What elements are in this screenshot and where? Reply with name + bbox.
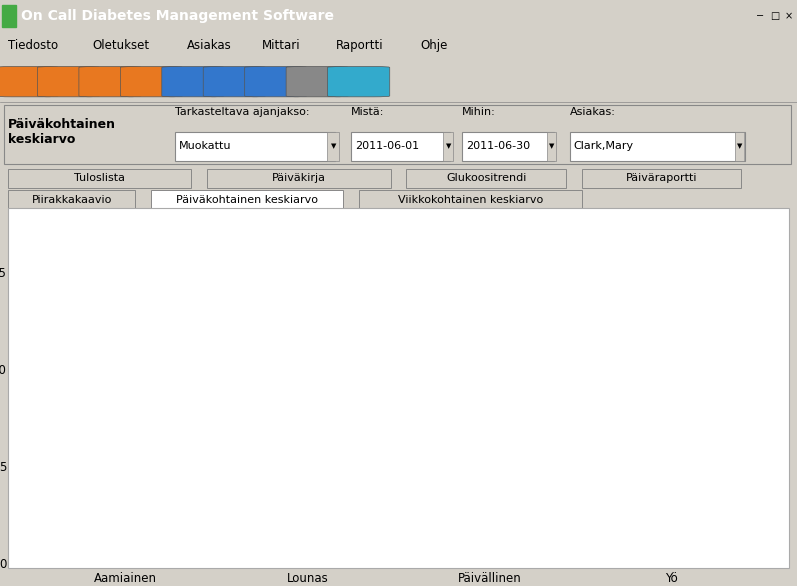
Text: 5.8: 5.8 (692, 435, 710, 448)
FancyBboxPatch shape (203, 66, 265, 97)
Text: 8.2: 8.2 (509, 389, 528, 401)
Text: Asiakas: Asiakas (186, 39, 231, 52)
FancyBboxPatch shape (37, 66, 100, 97)
Text: ×: × (784, 11, 793, 21)
Bar (443, 131, 453, 161)
Bar (672, 450, 730, 563)
Text: Clark,Mary: Clark,Mary (574, 141, 634, 151)
Text: 8.1: 8.1 (328, 390, 346, 403)
FancyBboxPatch shape (162, 66, 224, 97)
Text: 2011-06-01: 2011-06-01 (355, 141, 418, 151)
Text: Tiedosto: Tiedosto (8, 39, 58, 52)
Text: −: − (756, 11, 764, 21)
Text: Mihin:: Mihin: (462, 107, 496, 117)
Bar (547, 131, 556, 161)
Text: Oletukset: Oletukset (92, 39, 150, 52)
Text: Piirakkakaavio: Piirakkakaavio (32, 195, 112, 205)
Text: Viikkokohtainen keskiarvo: Viikkokohtainen keskiarvo (398, 195, 543, 205)
Bar (431, 444, 489, 563)
Bar (570, 131, 745, 161)
Text: □: □ (770, 11, 779, 21)
Bar (327, 131, 339, 161)
Bar (207, 169, 391, 188)
Text: 6.1: 6.1 (451, 429, 469, 442)
Text: Päiväkirja: Päiväkirja (272, 173, 326, 183)
Text: 5: 5 (92, 451, 100, 464)
Bar (175, 131, 335, 161)
FancyBboxPatch shape (245, 66, 307, 97)
FancyBboxPatch shape (328, 66, 390, 97)
Bar (489, 404, 548, 563)
Bar (782, 4, 795, 29)
FancyBboxPatch shape (0, 66, 58, 97)
Text: Glukoositrendi: Glukoositrendi (446, 173, 526, 183)
FancyBboxPatch shape (79, 66, 141, 97)
Text: Mistä:: Mistä: (351, 107, 384, 117)
Legend: Ennen ateriaa, Aterian jälkeen: Ennen ateriaa, Aterian jälkeen (636, 223, 768, 265)
Text: ▼: ▼ (331, 144, 336, 149)
FancyBboxPatch shape (120, 66, 183, 97)
Bar (753, 4, 767, 29)
Bar (768, 4, 781, 29)
Bar (151, 190, 343, 209)
Bar (735, 131, 744, 161)
Text: Päiväkohtainen
keskiarvo: Päiväkohtainen keskiarvo (8, 118, 116, 145)
Bar (406, 169, 566, 188)
Text: ▼: ▼ (737, 144, 743, 149)
Bar (351, 131, 450, 161)
Text: 2011-06-30: 2011-06-30 (466, 141, 530, 151)
Bar (67, 466, 125, 563)
Text: Asiakas:: Asiakas: (570, 107, 616, 117)
Text: ▼: ▼ (549, 144, 555, 149)
Bar (8, 190, 135, 209)
Text: Tuloslista: Tuloslista (74, 173, 125, 183)
Bar (249, 447, 308, 563)
Text: Päiväraportti: Päiväraportti (626, 173, 697, 183)
Text: Tarkasteltava ajanjakso:: Tarkasteltava ajanjakso: (175, 107, 310, 117)
Text: Mittari: Mittari (261, 39, 300, 52)
Bar (2, 5, 16, 28)
Bar (359, 190, 582, 209)
Text: On Call Diabetes Management Software: On Call Diabetes Management Software (21, 9, 334, 23)
Bar (308, 406, 366, 563)
Text: Päiväkohtainen keskiarvo: Päiväkohtainen keskiarvo (176, 195, 318, 205)
Text: 8: 8 (151, 392, 158, 406)
Bar (125, 408, 183, 563)
Bar (462, 131, 554, 161)
Text: Muokattu: Muokattu (179, 141, 232, 151)
Bar (582, 169, 741, 188)
FancyBboxPatch shape (286, 66, 348, 97)
Bar (8, 169, 191, 188)
Text: ▼: ▼ (446, 144, 451, 149)
Text: Raportti: Raportti (336, 39, 384, 52)
Text: 6: 6 (274, 431, 282, 444)
Text: Ohje: Ohje (421, 39, 448, 52)
